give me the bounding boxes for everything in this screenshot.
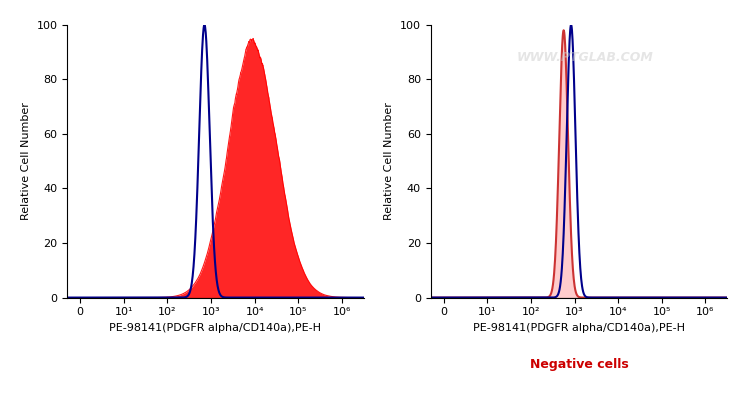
Text: Negative cells: Negative cells [530,358,628,371]
Y-axis label: Relative Cell Number: Relative Cell Number [384,102,394,220]
X-axis label: PE-98141(PDGFR alpha/CD140a),PE-H: PE-98141(PDGFR alpha/CD140a),PE-H [109,323,322,333]
Y-axis label: Relative Cell Number: Relative Cell Number [21,102,31,220]
Text: WWW.PTGLAB.COM: WWW.PTGLAB.COM [516,51,653,64]
X-axis label: PE-98141(PDGFR alpha/CD140a),PE-H: PE-98141(PDGFR alpha/CD140a),PE-H [473,323,685,333]
